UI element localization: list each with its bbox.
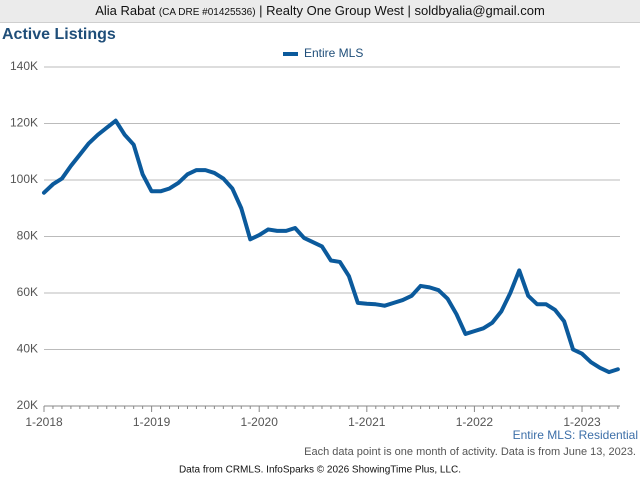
line: [42, 118, 620, 375]
x-tick-label: 1-2019: [133, 415, 171, 429]
legend-label: Entire MLS: [304, 46, 363, 60]
source: Data from CRMLS. InfoSparks © 2026 Showi…: [179, 465, 461, 476]
chart-title: Active Listings: [2, 26, 116, 43]
x-tick-label: 1-2022: [456, 415, 494, 429]
series-note: Entire MLS: Residential: [513, 428, 638, 442]
header-info: | Realty One Group West | soldbyalia@gma…: [259, 3, 545, 18]
y-tick-label: 20K: [17, 398, 38, 412]
note: Each data point is one month of activity…: [304, 446, 636, 458]
y-tick-label: 80K: [17, 229, 38, 243]
x-tick-label: 1-2020: [241, 415, 279, 429]
header: Alia Rabat (CA DRE #01425536) | Realty O…: [0, 0, 640, 23]
y-tick-label: 100K: [10, 172, 38, 186]
x-tick-label: 1-2018: [25, 415, 63, 429]
x-tick-label: 1-2023: [563, 415, 601, 429]
agent: Alia Rabat: [95, 3, 156, 18]
y-tick-label: 60K: [17, 285, 38, 299]
y-tick-label: 120K: [10, 116, 38, 130]
y-tick-label: 40K: [17, 342, 38, 356]
y-tick-label: 140K: [10, 59, 38, 73]
x-tick-label: 1-2021: [348, 415, 386, 429]
license: (CA DRE #01425536): [158, 7, 256, 18]
